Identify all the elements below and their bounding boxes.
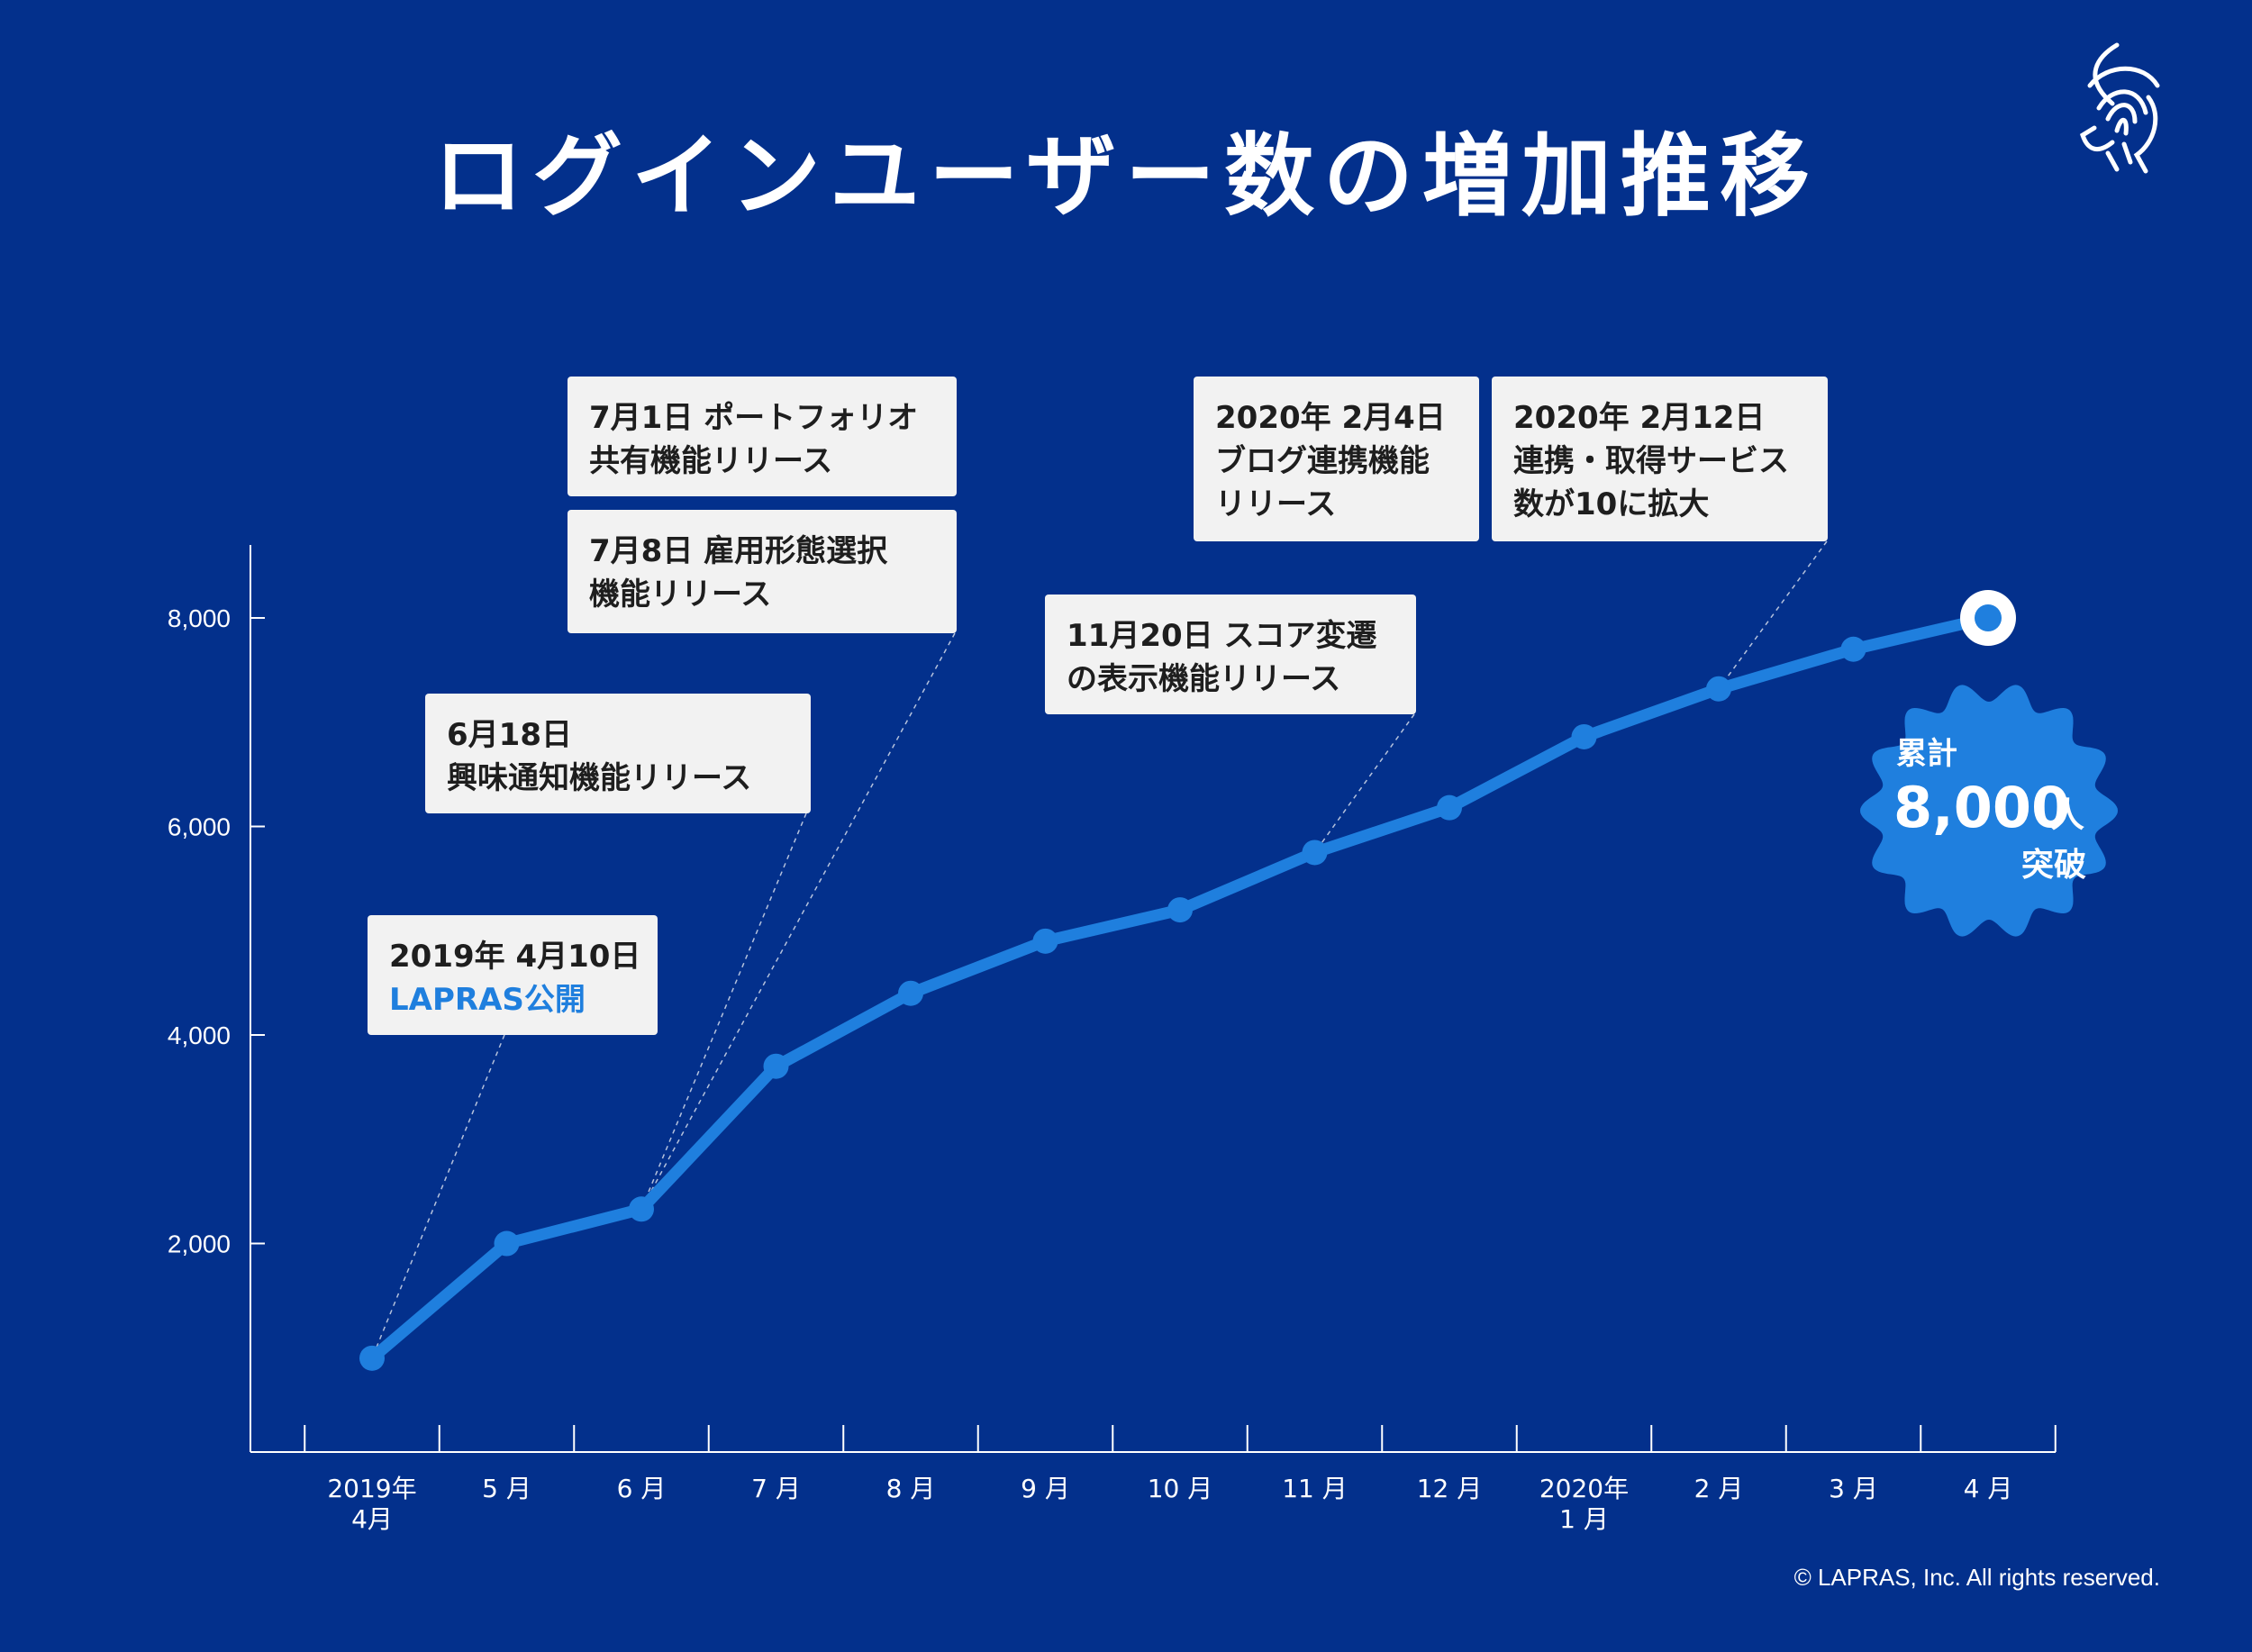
x-tick-label: 11 月 — [1282, 1474, 1348, 1503]
callout-background — [425, 694, 811, 813]
data-point — [494, 1230, 520, 1257]
copyright-notice: © LAPRAS, Inc. All rights reserved. — [1794, 1564, 2160, 1591]
x-tick-label: 12 月 — [1417, 1474, 1483, 1503]
data-point — [1975, 604, 2002, 632]
callout-leader — [371, 1034, 505, 1359]
x-tick-label: 2019年 — [327, 1474, 416, 1503]
data-point — [359, 1345, 385, 1371]
badge-value: 8,000 — [1893, 775, 2070, 840]
callout-background — [368, 915, 658, 1035]
x-tick-label: 9 月 — [1021, 1474, 1070, 1503]
badge-caption: 突破 — [2021, 847, 2086, 884]
fingerprint-head-icon — [2080, 42, 2160, 174]
callout-leader-lines — [371, 540, 1828, 1359]
data-point — [1437, 794, 1462, 821]
badge-label: 累計 — [1896, 736, 1957, 772]
data-point — [1571, 723, 1597, 749]
callout-text: 機能リリース — [589, 576, 771, 613]
x-tick-label: 10 月 — [1148, 1474, 1213, 1503]
x-tick-label: 4 月 — [1964, 1474, 2013, 1503]
callout-leader — [640, 812, 807, 1210]
badge-unit: 人 — [2050, 795, 2084, 835]
x-tick-label: 8 月 — [886, 1474, 936, 1503]
y-tick-label: 2,000 — [168, 1230, 231, 1258]
x-tick-label: 2020年 — [1539, 1474, 1629, 1503]
callout-text: 2019年 4月10日 — [389, 939, 640, 975]
callout-box: 2019年 4月10日 LAPRAS公開 — [368, 915, 658, 1035]
callout-text: 7月1日 ポートフォリオ — [589, 400, 918, 436]
data-point — [629, 1196, 654, 1222]
badge-shape — [1860, 685, 2118, 937]
callout-background — [1194, 377, 1479, 541]
data-point — [763, 1053, 789, 1079]
callout-background — [1492, 377, 1828, 541]
callout-text: 共有機能リリース — [589, 443, 832, 479]
callout-background — [568, 510, 957, 633]
data-point — [1167, 897, 1193, 923]
x-tick-label: 7 月 — [751, 1474, 801, 1503]
data-point — [1840, 636, 1866, 662]
x-tick-label: 6 月 — [617, 1474, 667, 1503]
callout-text: 連携・取得サービス — [1513, 443, 1789, 479]
x-tick-label: 3 月 — [1829, 1474, 1878, 1503]
callout-text: 11月20日 スコア変遷 — [1067, 618, 1376, 654]
callout-text: 2020年 2月4日 — [1215, 400, 1446, 436]
data-point — [898, 980, 923, 1006]
y-tick-label: 4,000 — [168, 1021, 231, 1049]
data-point — [1706, 676, 1731, 702]
callout-text: 7月8日 雇用形態選択 — [589, 533, 888, 569]
y-tick-label: 6,000 — [168, 813, 231, 841]
callout-background — [1045, 595, 1416, 714]
x-tick-label: 1 月 — [1559, 1504, 1609, 1534]
data-point — [1302, 840, 1328, 866]
data-point — [1032, 928, 1058, 954]
callout-text: LAPRAS公開 — [389, 982, 586, 1018]
callout-text: 6月18日 — [447, 717, 572, 753]
callout-leader — [1718, 540, 1828, 690]
callout-text: 興味通知機能リリース — [447, 760, 751, 796]
callout-text: 数が10に拡大 — [1513, 486, 1709, 522]
x-tick-label: 4月 — [351, 1504, 393, 1534]
callout-leader — [1313, 713, 1415, 853]
x-tick-label: 2 月 — [1694, 1474, 1744, 1503]
callout-background — [568, 377, 957, 496]
callout-text: の表示機能リリース — [1067, 661, 1340, 697]
x-tick-label: 5 月 — [482, 1474, 531, 1503]
series-line — [359, 590, 2016, 1371]
chart-title: ログインユーザー数の増加推移 — [433, 123, 1819, 229]
callout-text: 2020年 2月12日 — [1513, 400, 1765, 436]
callout-leader — [640, 632, 956, 1210]
callout-text: リリース — [1215, 486, 1336, 522]
y-tick-label: 8,000 — [168, 604, 231, 632]
callout-text: ブログ連携機能 — [1215, 443, 1430, 479]
